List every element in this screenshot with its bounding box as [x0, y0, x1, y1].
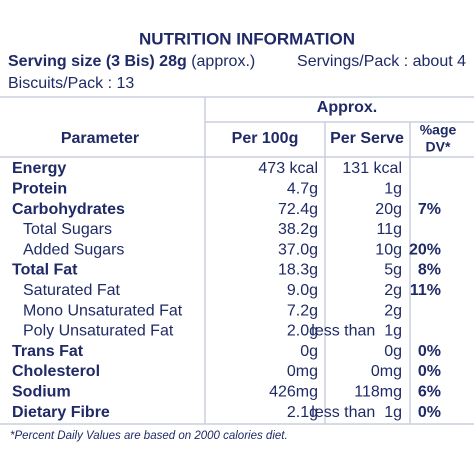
row-name: Mono Unsaturated Fat [23, 302, 183, 319]
daily-value: 0% [418, 363, 441, 380]
daily-value: 8% [418, 262, 441, 279]
title: NUTRITION INFORMATION [139, 29, 355, 48]
row-name: Total Sugars [23, 221, 112, 238]
daily-value: 0% [418, 343, 441, 360]
per-100g: 473 kcal [258, 160, 318, 177]
servings-per-pack: Servings/Pack : about 4 [297, 53, 466, 70]
per-100g: 38.2g [278, 221, 318, 238]
per-100g: 18.3g [278, 262, 318, 279]
row-name: Protein [12, 181, 67, 198]
footnote: *Percent Daily Values are based on 2000 … [10, 430, 288, 442]
daily-value: 0% [418, 404, 441, 421]
row-name: Cholesterol [12, 363, 100, 380]
per-100g: 426mg [269, 384, 318, 401]
per-serve: 2g [384, 302, 402, 319]
serving-size-text: Serving size (3 Bis) 28g [8, 53, 187, 70]
row-name: Sodium [12, 384, 71, 401]
col-header: Per 100g [232, 130, 299, 147]
per-serve: 1g [384, 181, 402, 198]
row-name: Total Fat [12, 262, 78, 279]
per-100g: 0g [300, 343, 318, 360]
per-serve: 5g [384, 262, 402, 279]
serving-note: (approx.) [191, 53, 255, 70]
per-100g: 2.0g [287, 323, 318, 340]
row-name: Energy [12, 160, 66, 177]
row-name: Trans Fat [12, 343, 84, 360]
per-100g: 37.0g [278, 241, 318, 258]
per-serve: 0mg [371, 363, 402, 380]
per-serve: 20g [375, 201, 402, 218]
per-100g: 72.4g [278, 201, 318, 218]
per-serve: less than 1g [311, 404, 402, 421]
per-serve: 131 kcal [342, 160, 402, 177]
row-name: Poly Unsaturated Fat [23, 323, 174, 340]
biscuits-per-pack: Biscuits/Pack : 13 [8, 75, 134, 92]
per-100g: 9.0g [287, 282, 318, 299]
col-header: DV* [426, 139, 451, 155]
group-header: Approx. [317, 99, 377, 116]
per-100g: 2.1g [287, 404, 318, 421]
per-100g: 4.7g [287, 181, 318, 198]
per-serve: 10g [375, 241, 402, 258]
row-name: Added Sugars [23, 241, 124, 258]
per-100g: 0mg [287, 363, 318, 380]
row-name: Carbohydrates [12, 201, 125, 218]
per-serve: 2g [384, 282, 402, 299]
row-name: Saturated Fat [23, 282, 121, 299]
per-serve: 0g [384, 343, 402, 360]
per-serve: 11g [376, 221, 402, 238]
col-header: %age [420, 122, 457, 138]
per-serve: 118mg [354, 384, 402, 401]
row-name: Dietary Fibre [12, 404, 110, 421]
col-header: Parameter [61, 130, 139, 147]
daily-value: 7% [418, 201, 441, 218]
per-100g: 7.2g [287, 302, 318, 319]
daily-value: 20% [409, 241, 441, 258]
daily-value: 11% [410, 282, 441, 299]
col-header: Per Serve [330, 130, 404, 147]
daily-value: 6% [418, 384, 441, 401]
serving-size: Serving size (3 Bis) 28g (approx.) [8, 53, 255, 70]
per-serve: less than 1g [311, 323, 402, 340]
